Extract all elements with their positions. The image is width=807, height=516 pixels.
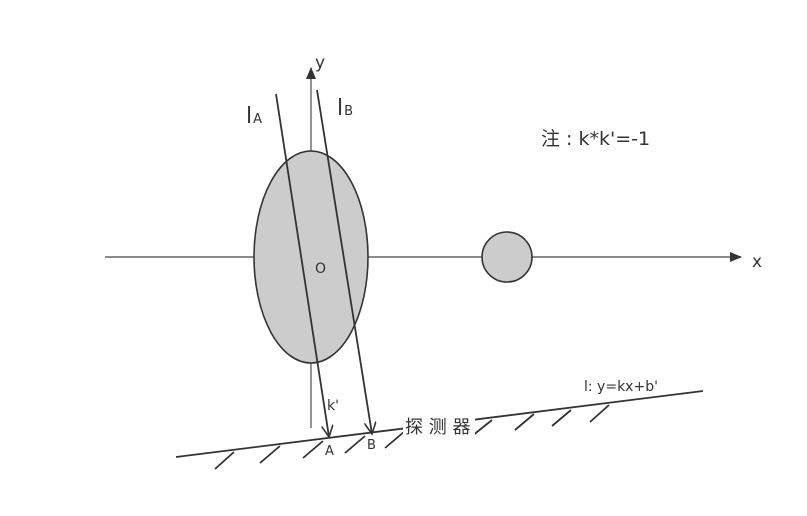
detector-hatching	[214, 404, 610, 470]
hatch-mark	[214, 451, 235, 470]
hatch-mark	[344, 435, 366, 454]
hatch-mark	[514, 413, 535, 431]
hatch-mark	[471, 419, 493, 437]
hatch-mark	[551, 409, 572, 427]
ray-lb	[316, 89, 372, 434]
line-equation-label: l: y=kx+b'	[584, 379, 658, 395]
ray-lb-label-sub: B	[344, 104, 353, 119]
x-axis-label: x	[752, 252, 762, 272]
y-axis-label: y	[315, 53, 325, 73]
hatch-mark	[259, 445, 281, 464]
hatch-mark	[384, 430, 406, 449]
ray-lb-label: lB	[337, 96, 353, 121]
k-prime-label: k'	[327, 398, 339, 414]
origin-label: O	[315, 261, 326, 277]
detector-label-background	[403, 413, 475, 437]
ray-la-label-main: l	[246, 104, 252, 129]
note-label: 注 : k*k'=-1	[541, 128, 650, 150]
point-b-label: B	[367, 438, 376, 453]
large-ellipse-object	[253, 150, 369, 364]
ray-la	[275, 93, 329, 437]
small-circle-object	[481, 231, 533, 283]
ray-la-label-sub: A	[253, 112, 262, 127]
detector-label: 探 测 器	[405, 417, 470, 438]
ray-la-label: lA	[246, 104, 262, 129]
point-a-label: A	[325, 444, 334, 459]
hatch-mark	[589, 404, 610, 423]
ray-lb-label-main: l	[337, 96, 343, 121]
hatch-mark	[302, 440, 324, 459]
